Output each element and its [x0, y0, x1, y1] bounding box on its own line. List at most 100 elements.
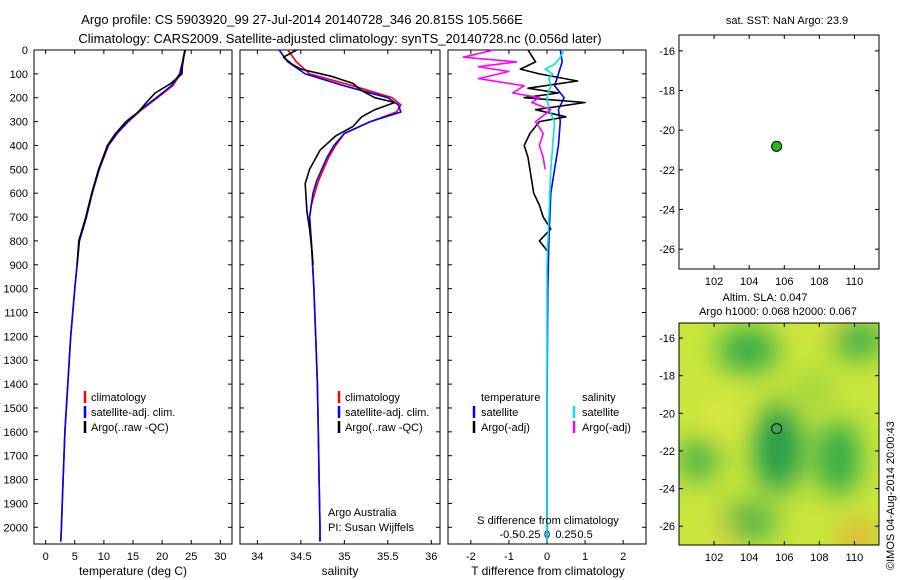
x-tick-label: 35.5: [377, 551, 398, 563]
header-line-2: Climatology: CARS2009. Satellite-adjuste…: [78, 31, 601, 46]
sst-map-panel: sat. SST: NaN Argo: 23.9 102 104 106 108 110…: [659, 15, 880, 288]
x-tick-label: 30: [214, 551, 226, 563]
series-line-salinity-argo-adj-: [462, 49, 552, 170]
series-line-climatology: [287, 49, 402, 542]
series-line-satellite-adj-clim-: [60, 49, 186, 542]
lon-tick-label: 104: [740, 552, 758, 564]
temperature-panel: 0100200300400500600700800900100011001200…: [4, 45, 233, 578]
lat-tick-label: -26: [659, 244, 675, 256]
sla-map-axes: 102 104 106 108 110 -16 -18 -20 -22 -24 -26: [659, 323, 879, 564]
sst-map-points: [771, 140, 783, 152]
x-tick-label: -1: [504, 551, 514, 563]
lat-tick-label: -22: [659, 446, 675, 458]
legend-label-sal-argo: Argo(-adj): [582, 422, 631, 434]
legend-label-satellite-clim: satellite-adj. clim.: [91, 407, 175, 419]
lat-tick-label: -16: [659, 333, 675, 345]
x-tick-label: 34: [251, 551, 263, 563]
depth-tick-label: 700: [10, 212, 28, 224]
sla-map-frame: [678, 322, 880, 546]
x-tick-label: 0: [544, 551, 550, 563]
legend-label-temp-argo: Argo(-adj): [481, 422, 530, 434]
s-diff-tick-label: -0.25: [515, 529, 540, 541]
x-tick-label: 0: [43, 551, 49, 563]
lat-tick-label: -18: [659, 371, 675, 383]
depth-tick-label: 600: [10, 188, 28, 200]
depth-tick-label: 900: [10, 260, 28, 272]
difference-panel: -2 -1 0 1 2-0.5-0.25 0 0.25 0.5 temperature sal…: [447, 49, 647, 578]
depth-tick-label: 1400: [4, 379, 28, 391]
depth-tick-label: 800: [10, 236, 28, 248]
x-tick-label: 25: [185, 551, 197, 563]
legend-label-climatology: climatology: [345, 392, 401, 404]
sst-map-axes: 102 104 106 108 110 -16 -18 -20 -22 -24 -26: [659, 35, 879, 288]
difference-x-label: T difference from climatology: [471, 564, 625, 578]
x-tick-label: 20: [156, 551, 168, 563]
depth-tick-label: 2000: [4, 522, 28, 534]
difference-top-x-label: S difference from climatology: [477, 515, 619, 527]
salinity-x-label: salinity: [322, 564, 359, 578]
header-line-1: Argo profile: CS 5903920_99 27-Jul-2014 …: [81, 12, 523, 27]
salinity-panel: 34 34.5 35 35.5 36 climatology satellite-adj…: [239, 49, 441, 578]
depth-tick-label: 1900: [4, 498, 28, 510]
s-diff-tick-label: -0.5: [499, 529, 518, 541]
lat-tick-label: -24: [659, 205, 675, 217]
series-line-climatology: [60, 49, 186, 542]
series-line-salinity-satellite: [544, 49, 565, 542]
lon-tick-label: 108: [810, 552, 828, 564]
depth-tick-label: 1800: [4, 475, 28, 487]
series-line-argo-raw-qc-: [76, 49, 187, 265]
depth-tick-label: 100: [10, 69, 28, 81]
series-line-argo-raw-qc-: [282, 49, 396, 265]
legend-label-temp-satellite: satellite: [481, 407, 518, 419]
salinity-plot-frame: [239, 49, 441, 545]
difference-x-axis: -2 -1 0 1 2-0.5-0.25 0 0.25 0.5: [466, 50, 626, 563]
sst-map-title: sat. SST: NaN Argo: 23.9: [726, 15, 848, 27]
difference-series: [462, 49, 586, 542]
legend-label-argo: Argo(..raw -QC): [345, 422, 423, 434]
difference-depth-ticks: [448, 49, 646, 528]
salinity-depth-ticks: [240, 49, 440, 528]
annotation-pi: PI: Susan Wijffels: [328, 522, 414, 534]
depth-tick-label: 1200: [4, 331, 28, 343]
lat-tick-label: -22: [659, 165, 675, 177]
side-timestamp: ©IMOS 04-Aug-2014 20:00:43: [885, 421, 897, 570]
lon-tick-label: 102: [705, 552, 723, 564]
salinity-x-axis: 34 34.5 35 35.5 36: [251, 50, 437, 563]
lat-tick-label: -26: [659, 521, 675, 533]
depth-axis: 0 100 200 300 400 500 600 700 800 900 1000 1100 1200…: [4, 45, 232, 534]
x-tick-label: 1: [582, 551, 588, 563]
s-diff-tick-label: 0.25: [555, 529, 576, 541]
legend-label-climatology: climatology: [91, 392, 147, 404]
lon-tick-label: 104: [740, 276, 758, 288]
lat-tick-label: -24: [659, 484, 675, 496]
argo-float-marker: [771, 423, 783, 435]
salinity-legend: climatology satellite-adj. clim. Argo(..…: [337, 391, 429, 434]
x-tick-label: 10: [98, 551, 110, 563]
sla-map-panel: Altim. SLA: 0.047 Argo h1000: 0.068 h200…: [659, 292, 880, 564]
lon-tick-label: 108: [810, 276, 828, 288]
depth-tick-label: 0: [22, 45, 28, 57]
sla-heatmap: [679, 323, 879, 545]
x-tick-label: 36: [425, 551, 437, 563]
salinity-series: [278, 49, 402, 542]
legend-label-sal-satellite: satellite: [582, 407, 619, 419]
series-line-temperature-argo-adj-: [519, 49, 586, 254]
difference-legend: temperature salinity satellite Argo(-adj…: [472, 392, 631, 434]
legend-header-salinity: salinity: [582, 392, 616, 404]
sst-map-frame: [678, 34, 880, 270]
argo-float-marker: [771, 140, 783, 152]
annotation-argo-australia: Argo Australia: [328, 507, 397, 519]
temperature-x-axis: 0 5 10 15 20 25 30: [43, 50, 226, 563]
series-line-temperature-satellite: [546, 49, 565, 542]
depth-tick-label: 1600: [4, 427, 28, 439]
x-tick-label: 2: [620, 551, 626, 563]
lon-tick-label: 110: [846, 276, 864, 288]
depth-tick-label: 1300: [4, 355, 28, 367]
x-tick-label: 35: [338, 551, 350, 563]
lat-tick-label: -18: [659, 86, 675, 98]
depth-tick-label: 400: [10, 140, 28, 152]
temperature-legend: climatology satellite-adj. clim. Argo(..…: [83, 391, 175, 434]
lon-tick-label: 106: [775, 552, 793, 564]
x-tick-label: 5: [72, 551, 78, 563]
